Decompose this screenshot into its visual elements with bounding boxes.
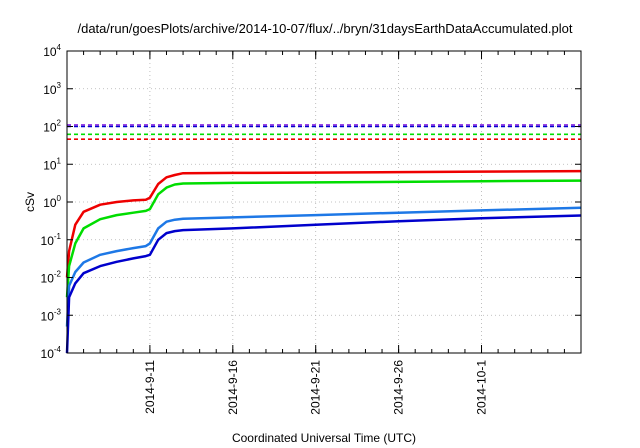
x-axis-label: Coordinated Universal Time (UTC) [232, 431, 416, 445]
y-tick-base: 10 [43, 158, 57, 172]
y-tick-exponent: -4 [54, 345, 62, 354]
y-tick-base: 10 [41, 347, 55, 361]
y-tick-label: 10-4 [41, 345, 62, 361]
y-tick-exponent: -3 [54, 307, 62, 316]
y-tick-exponent: 4 [57, 43, 62, 52]
y-tick-exponent: -2 [54, 270, 62, 279]
y-tick-exponent: 2 [57, 119, 62, 128]
x-tick-label: 2014-9-16 [226, 360, 240, 415]
y-tick-label: 10-3 [41, 307, 62, 323]
x-tick-label: 2014-9-21 [309, 360, 323, 415]
y-tick-label: 104 [43, 43, 61, 59]
y-tick-label: 10-1 [41, 232, 62, 248]
chart-title: /data/run/goesPlots/archive/2014-10-07/f… [77, 21, 572, 36]
y-tick-label: 100 [43, 194, 61, 210]
x-tick-label: 2014-9-26 [392, 360, 406, 415]
y-tick-label: 103 [43, 81, 61, 97]
threshold-lines [67, 124, 581, 141]
y-tick-base: 10 [41, 234, 55, 248]
y-tick-exponent: 3 [57, 81, 62, 90]
data-series [65, 169, 582, 354]
y-tick-label: 102 [43, 119, 61, 135]
y-tick-base: 10 [43, 121, 57, 135]
y-tick-label: 10-2 [41, 270, 62, 286]
y-tick-base: 10 [43, 196, 57, 210]
y-tick-exponent: -1 [54, 232, 62, 241]
y-tick-exponent: 0 [57, 194, 62, 203]
y-tick-base: 10 [43, 83, 57, 97]
x-tick-label: 2014-10-1 [475, 360, 489, 415]
series-line [65, 206, 582, 327]
x-axis-ticks: 2014-9-11 2014-9-16 2014-9-21 2014-9-26 2014… [66, 51, 582, 415]
y-axis-label: cSv [23, 192, 37, 212]
x-tick-label: 2014-9-11 [143, 360, 157, 414]
y-tick-label: 101 [43, 156, 61, 172]
series-line [65, 179, 582, 298]
series-line [65, 214, 582, 354]
series-line [65, 169, 582, 278]
y-tick-base: 10 [43, 45, 57, 59]
y-tick-base: 10 [41, 309, 55, 323]
y-tick-exponent: 1 [57, 156, 62, 165]
y-tick-base: 10 [41, 272, 55, 286]
grid [67, 51, 581, 353]
